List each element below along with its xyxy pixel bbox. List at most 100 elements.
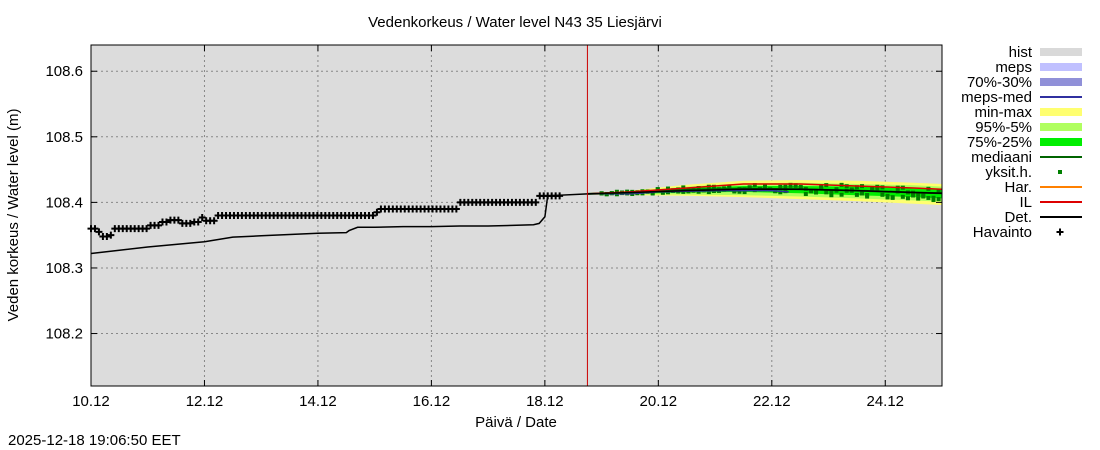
legend-label: meps-med <box>961 89 1032 106</box>
member-point <box>778 184 783 189</box>
legend-label: meps <box>995 59 1032 76</box>
legend-swatch <box>1040 48 1082 56</box>
member-point <box>814 188 819 193</box>
observation-point <box>373 208 381 216</box>
legend-label: Har. <box>1004 179 1032 196</box>
legend-swatch <box>1040 108 1082 116</box>
member-point <box>860 191 865 196</box>
y-tick-label: 108.3 <box>45 260 83 277</box>
member-point <box>905 196 910 201</box>
legend: histmeps70%-30%meps-medmin-max95%-5%75%-… <box>961 44 1082 241</box>
member-point <box>900 194 905 199</box>
member-point <box>854 192 859 197</box>
legend-label: Havainto <box>973 224 1032 241</box>
member-point <box>762 184 767 189</box>
member-point <box>865 193 870 198</box>
member-point <box>727 185 732 190</box>
legend-label: Det. <box>1004 209 1032 226</box>
observation-point <box>198 213 206 221</box>
member-point <box>854 185 859 190</box>
observation-point <box>210 217 218 225</box>
member-point <box>742 190 747 195</box>
member-point <box>614 189 619 194</box>
member-point <box>911 193 916 198</box>
member-point <box>737 189 742 194</box>
line-Det. <box>90 188 943 255</box>
member-point <box>829 189 834 194</box>
y-tick-label: 108.4 <box>45 194 83 211</box>
member-point <box>747 185 752 190</box>
observation-point <box>369 212 377 219</box>
observation-point <box>155 221 163 229</box>
member-point <box>936 197 941 202</box>
x-tick-label: 18.12 <box>526 393 564 410</box>
x-tick-label: 12.12 <box>186 393 224 410</box>
x-tick-label: 10.12 <box>72 393 110 410</box>
member-point <box>931 195 936 200</box>
member-point <box>650 191 655 196</box>
legend-label: 75%-25% <box>967 134 1032 151</box>
plot-frame <box>90 44 943 387</box>
member-point <box>778 190 783 195</box>
x-tick-label: 22.12 <box>753 393 791 410</box>
legend-swatch <box>1058 170 1062 174</box>
member-point <box>824 190 829 195</box>
x-tick-label: 14.12 <box>299 393 337 410</box>
observation-point <box>174 216 182 224</box>
member-point <box>936 189 941 194</box>
legend-swatch <box>1040 78 1082 86</box>
x-tick-label: 16.12 <box>413 393 451 410</box>
legend-label: min-max <box>974 104 1032 121</box>
member-point <box>839 192 844 197</box>
member-point <box>916 196 921 201</box>
observation-point <box>103 232 111 240</box>
member-point <box>890 195 895 200</box>
member-point <box>885 195 890 200</box>
member-point <box>931 198 936 203</box>
x-axis-label: Päivä / Date <box>475 414 557 431</box>
y-tick-label: 108.6 <box>45 63 83 80</box>
observation-point <box>556 192 564 200</box>
member-point <box>819 185 824 190</box>
observation-markers <box>87 192 564 240</box>
chart-title: Vedenkorkeus / Water level N43 35 Liesjä… <box>368 14 662 31</box>
y-axis-label: Veden korkeus / Water level (m) <box>5 109 22 322</box>
member-point <box>870 186 875 191</box>
member-point <box>916 192 921 197</box>
legend-label: 95%-5% <box>975 119 1032 136</box>
member-point <box>875 187 880 192</box>
observation-point <box>162 218 170 226</box>
y-tick-label: 108.5 <box>45 129 83 146</box>
member-point <box>788 182 793 187</box>
legend-swatch <box>1040 138 1082 146</box>
member-point <box>655 187 660 192</box>
timestamp-label: 2025-12-18 19:06:50 EET <box>8 432 181 449</box>
member-point <box>696 186 701 191</box>
observation-point <box>143 225 151 233</box>
y-tick-label: 108.2 <box>45 326 83 343</box>
member-point <box>681 185 686 190</box>
legend-label: 70%-30% <box>967 74 1032 91</box>
member-point <box>926 195 931 200</box>
observation-point <box>452 205 460 213</box>
x-tick-label: 24.12 <box>866 393 904 410</box>
line-IL <box>587 183 943 195</box>
member-point <box>880 192 885 197</box>
member-point <box>783 184 788 189</box>
member-point <box>803 192 808 197</box>
observation-point <box>91 225 99 233</box>
observation-point <box>186 219 194 227</box>
legend-label: hist <box>1009 44 1033 61</box>
member-point <box>752 183 757 188</box>
observation-point <box>107 231 115 239</box>
legend-label: mediaani <box>971 149 1032 166</box>
legend-swatch <box>1040 63 1082 71</box>
member-point <box>921 193 926 198</box>
member-point <box>793 183 798 188</box>
legend-swatch <box>1056 228 1064 236</box>
observation-point <box>95 228 103 236</box>
observation-point <box>532 198 540 206</box>
member-point <box>829 193 834 198</box>
legend-label: yksit.h. <box>985 164 1032 181</box>
